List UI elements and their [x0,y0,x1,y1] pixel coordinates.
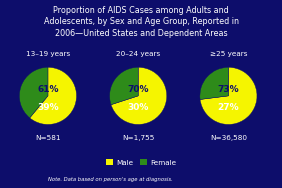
Wedge shape [19,67,48,118]
Text: 27%: 27% [218,103,239,112]
Text: ≥25 years: ≥25 years [210,51,247,57]
Wedge shape [200,67,228,99]
Wedge shape [30,67,76,124]
Text: 39%: 39% [37,103,59,112]
Text: 70%: 70% [127,85,149,94]
Wedge shape [110,67,138,105]
Text: 20–24 years: 20–24 years [116,51,160,57]
Text: 13–19 years: 13–19 years [26,51,70,57]
Legend: Male, Female: Male, Female [103,156,179,169]
Text: N=36,580: N=36,580 [210,135,247,141]
Text: N=1,755: N=1,755 [122,135,154,141]
Text: Note. Data based on person's age at diagnosis.: Note. Data based on person's age at diag… [48,177,173,182]
Text: 61%: 61% [37,85,59,94]
Text: Proportion of AIDS Cases among Adults and
Adolescents, by Sex and Age Group, Rep: Proportion of AIDS Cases among Adults an… [43,6,239,38]
Text: 73%: 73% [218,85,239,94]
Wedge shape [200,67,257,124]
Text: N=581: N=581 [35,135,61,141]
Text: 30%: 30% [127,103,149,112]
Wedge shape [111,67,167,124]
